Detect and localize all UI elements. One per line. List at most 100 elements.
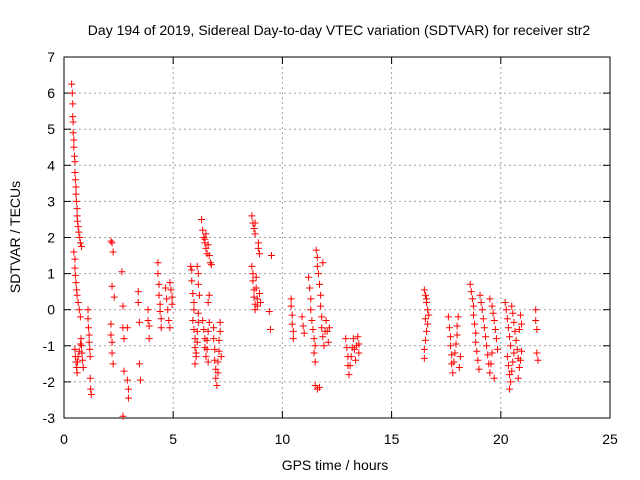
- data-point: [194, 318, 202, 326]
- data-point: [346, 362, 354, 370]
- data-point: [506, 333, 514, 341]
- data-point: [265, 308, 273, 316]
- data-point: [487, 360, 495, 368]
- data-point: [490, 317, 498, 325]
- data-point: [444, 313, 452, 321]
- data-point: [189, 317, 197, 325]
- data-point: [154, 270, 162, 278]
- data-point: [198, 215, 206, 223]
- data-point: [69, 129, 77, 137]
- data-point: [119, 302, 127, 310]
- data-point: [166, 324, 174, 332]
- data-point: [309, 326, 317, 334]
- data-point: [325, 324, 333, 332]
- data-point: [86, 374, 94, 382]
- data-point: [534, 356, 542, 364]
- data-point: [324, 338, 332, 346]
- data-point: [203, 336, 211, 344]
- data-point: [503, 315, 511, 323]
- data-point: [145, 322, 153, 330]
- data-point: [154, 259, 162, 267]
- data-point: [205, 291, 213, 299]
- data-point: [109, 248, 117, 256]
- data-point: [319, 259, 327, 267]
- data-point: [478, 306, 486, 314]
- data-point: [212, 365, 220, 373]
- data-point: [468, 295, 476, 303]
- data-point: [355, 340, 363, 348]
- data-point: [215, 336, 223, 344]
- data-point: [532, 306, 540, 314]
- y-tick-label: 3: [47, 193, 55, 209]
- data-point: [204, 241, 212, 249]
- data-point: [135, 360, 143, 368]
- x-tick-label: 0: [60, 431, 68, 447]
- data-point: [77, 342, 85, 350]
- data-point: [423, 327, 431, 335]
- data-point: [201, 235, 209, 243]
- data-point: [287, 295, 295, 303]
- data-points: [68, 80, 542, 420]
- data-point: [470, 302, 477, 310]
- data-point: [251, 306, 259, 314]
- x-axis-label: GPS time / hours: [282, 457, 389, 473]
- data-point: [217, 353, 225, 361]
- data-point: [108, 239, 116, 247]
- data-point: [85, 338, 93, 346]
- data-point: [504, 362, 512, 370]
- data-point: [213, 382, 221, 390]
- y-tick-label: -3: [43, 410, 56, 426]
- data-point: [267, 252, 275, 260]
- data-point: [191, 344, 199, 352]
- data-point: [492, 335, 500, 343]
- data-point: [70, 248, 78, 256]
- data-point: [350, 345, 358, 353]
- data-point: [503, 353, 511, 361]
- data-point: [164, 306, 172, 314]
- data-point: [323, 327, 331, 335]
- data-point: [453, 322, 461, 330]
- data-point: [450, 358, 458, 366]
- data-point: [421, 336, 429, 344]
- data-point: [69, 100, 77, 108]
- data-point: [204, 327, 212, 335]
- data-point: [486, 369, 494, 377]
- data-point: [202, 353, 210, 361]
- data-point: [210, 324, 218, 332]
- data-point: [188, 277, 196, 285]
- data-point: [71, 169, 79, 177]
- data-point: [472, 329, 480, 337]
- data-point: [421, 315, 429, 323]
- data-point: [190, 298, 198, 306]
- data-point: [73, 369, 81, 377]
- data-point: [120, 335, 128, 343]
- data-point: [189, 289, 197, 297]
- x-tick-label: 25: [602, 431, 618, 447]
- data-point: [518, 347, 526, 355]
- data-point: [215, 347, 223, 355]
- data-point: [306, 284, 314, 292]
- data-point: [85, 331, 93, 339]
- data-point: [216, 327, 224, 335]
- data-point: [76, 234, 84, 241]
- data-point: [311, 342, 319, 350]
- data-point: [72, 190, 80, 198]
- data-point: [454, 313, 462, 321]
- data-point: [472, 338, 480, 346]
- data-point: [253, 302, 261, 310]
- data-point: [510, 349, 518, 357]
- data-point: [355, 349, 363, 357]
- data-point: [250, 293, 258, 301]
- data-point: [508, 367, 516, 375]
- data-point: [87, 385, 95, 393]
- data-point: [420, 286, 428, 294]
- data-point: [308, 317, 316, 325]
- data-point: [77, 243, 85, 251]
- data-point: [165, 317, 173, 325]
- data-point: [511, 327, 519, 335]
- y-tick-label: -2: [43, 374, 56, 390]
- data-point: [193, 262, 201, 270]
- data-point: [74, 353, 82, 361]
- data-point: [135, 318, 143, 326]
- data-point: [71, 264, 79, 272]
